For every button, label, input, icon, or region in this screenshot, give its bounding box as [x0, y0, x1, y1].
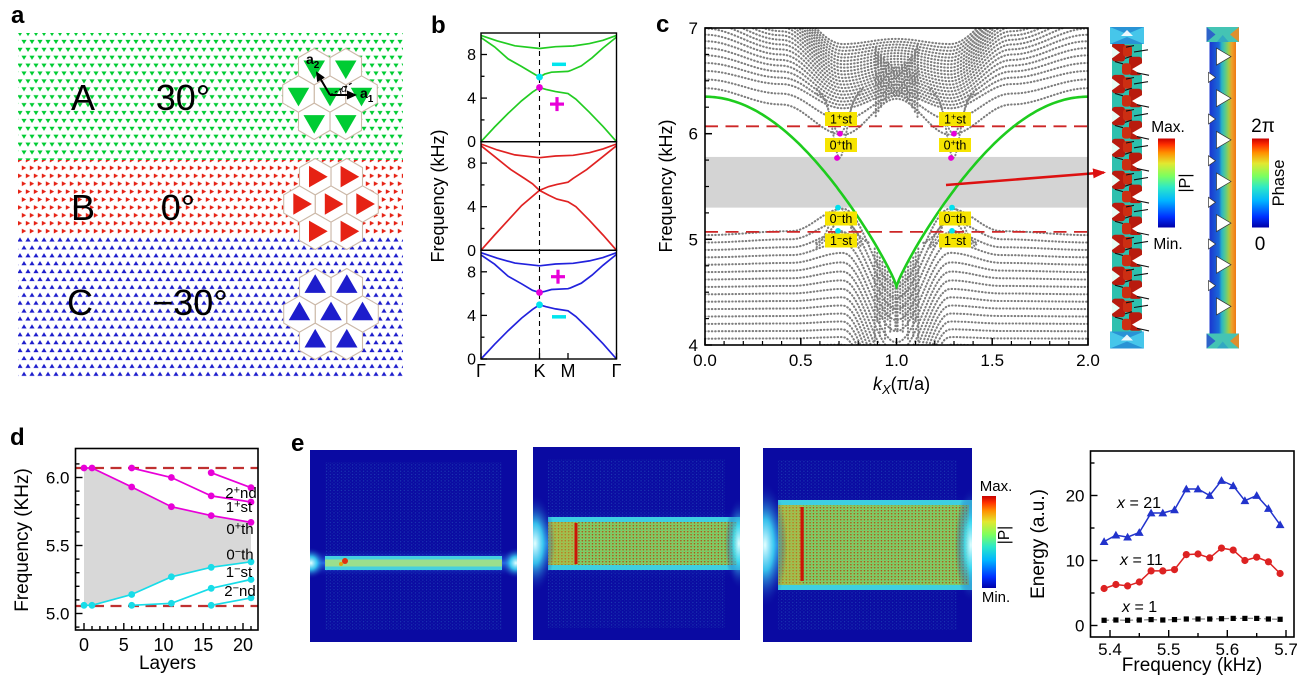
svg-text:5.6: 5.6 — [1216, 640, 1240, 659]
svg-text:x = 1: x = 1 — [1121, 599, 1157, 616]
svg-text:1+st: 1+st — [944, 112, 966, 127]
svg-text:15: 15 — [193, 635, 213, 655]
svg-text:0+th: 0+th — [830, 138, 853, 153]
svg-text:5: 5 — [689, 230, 698, 249]
svg-text:1−st: 1−st — [830, 234, 852, 249]
svg-text:−30°: −30° — [152, 282, 227, 323]
svg-text:0: 0 — [467, 134, 476, 151]
svg-text:0: 0 — [1255, 234, 1266, 255]
svg-text:10: 10 — [153, 635, 173, 655]
svg-text:2−nd: 2−nd — [224, 583, 255, 601]
svg-text:1.0: 1.0 — [885, 351, 909, 370]
svg-text:0.0: 0.0 — [693, 351, 717, 370]
svg-text:4: 4 — [467, 199, 476, 216]
svg-text:4: 4 — [467, 308, 476, 325]
svg-text:Energy (a.u.): Energy (a.u.) — [1028, 489, 1049, 599]
svg-text:A: A — [71, 77, 95, 118]
svg-text:K: K — [533, 361, 545, 381]
svg-text:0: 0 — [1075, 617, 1084, 636]
svg-text:a: a — [11, 2, 25, 29]
svg-text:2+nd: 2+nd — [225, 485, 256, 503]
svg-text:4: 4 — [689, 336, 698, 355]
svg-text:Frequency (kHz): Frequency (kHz) — [1122, 655, 1262, 676]
svg-text:0.5: 0.5 — [789, 351, 813, 370]
svg-text:0+th: 0+th — [226, 521, 253, 539]
svg-text:20: 20 — [1066, 487, 1085, 506]
svg-text:Γ: Γ — [612, 361, 622, 381]
svg-text:0: 0 — [79, 635, 89, 655]
svg-text:α: α — [341, 83, 348, 95]
svg-text:6: 6 — [689, 125, 698, 144]
svg-text:0−th: 0−th — [830, 212, 853, 227]
svg-text:5.5: 5.5 — [1157, 640, 1181, 659]
svg-text:C: C — [67, 282, 93, 323]
svg-text:6.0: 6.0 — [46, 469, 70, 488]
svg-text:x = 11: x = 11 — [1119, 552, 1163, 569]
svg-text:Frequency (kHz): Frequency (kHz) — [656, 119, 676, 252]
svg-text:b: b — [431, 12, 446, 39]
svg-text:5: 5 — [119, 635, 129, 655]
svg-text:kX(π/a): kX(π/a) — [873, 374, 930, 397]
svg-text:0°: 0° — [161, 187, 195, 228]
svg-text:8: 8 — [467, 156, 476, 173]
svg-text:4: 4 — [467, 91, 476, 108]
svg-text:Frequency (KHz): Frequency (KHz) — [12, 468, 33, 612]
svg-text:Min.: Min. — [982, 589, 1010, 606]
svg-text:2π: 2π — [1251, 116, 1275, 137]
svg-text:1+st: 1+st — [830, 112, 852, 127]
svg-text:M: M — [561, 361, 576, 381]
svg-text:Max.: Max. — [1151, 119, 1185, 136]
svg-text:0: 0 — [467, 352, 476, 369]
svg-text:c: c — [656, 11, 669, 38]
svg-text:B: B — [71, 187, 95, 228]
svg-text:5.7: 5.7 — [1274, 640, 1298, 659]
svg-text:8: 8 — [467, 47, 476, 64]
svg-text:0−th: 0−th — [944, 212, 967, 227]
svg-text:e: e — [291, 430, 304, 457]
svg-text:5.5: 5.5 — [46, 537, 70, 556]
svg-text:30°: 30° — [156, 77, 210, 118]
svg-text:Min.: Min. — [1153, 236, 1182, 253]
svg-text:5.4: 5.4 — [1098, 640, 1122, 659]
svg-text:5.0: 5.0 — [46, 605, 70, 624]
svg-text:1−st: 1−st — [226, 564, 253, 582]
svg-text:|P|: |P| — [996, 526, 1013, 544]
svg-text:Phase: Phase — [1270, 160, 1288, 207]
svg-text:1.5: 1.5 — [980, 351, 1004, 370]
svg-text:20: 20 — [233, 635, 253, 655]
svg-text:Layers: Layers — [139, 653, 196, 674]
svg-text:Γ: Γ — [476, 361, 486, 381]
svg-text:2.0: 2.0 — [1076, 351, 1100, 370]
svg-text:1+st: 1+st — [226, 499, 253, 517]
svg-text:Max.: Max. — [980, 478, 1013, 495]
svg-text:10: 10 — [1066, 552, 1085, 571]
svg-text:8: 8 — [467, 264, 476, 281]
svg-text:|P|: |P| — [1177, 174, 1194, 193]
svg-text:0+th: 0+th — [944, 138, 967, 153]
svg-text:d: d — [10, 424, 25, 451]
svg-text:0−th: 0−th — [226, 546, 253, 564]
svg-text:Frequency (kHz): Frequency (kHz) — [428, 129, 448, 262]
svg-text:7: 7 — [689, 19, 698, 38]
svg-text:x = 21: x = 21 — [1116, 495, 1161, 512]
svg-text:1−st: 1−st — [944, 234, 966, 249]
svg-text:0: 0 — [467, 243, 476, 260]
